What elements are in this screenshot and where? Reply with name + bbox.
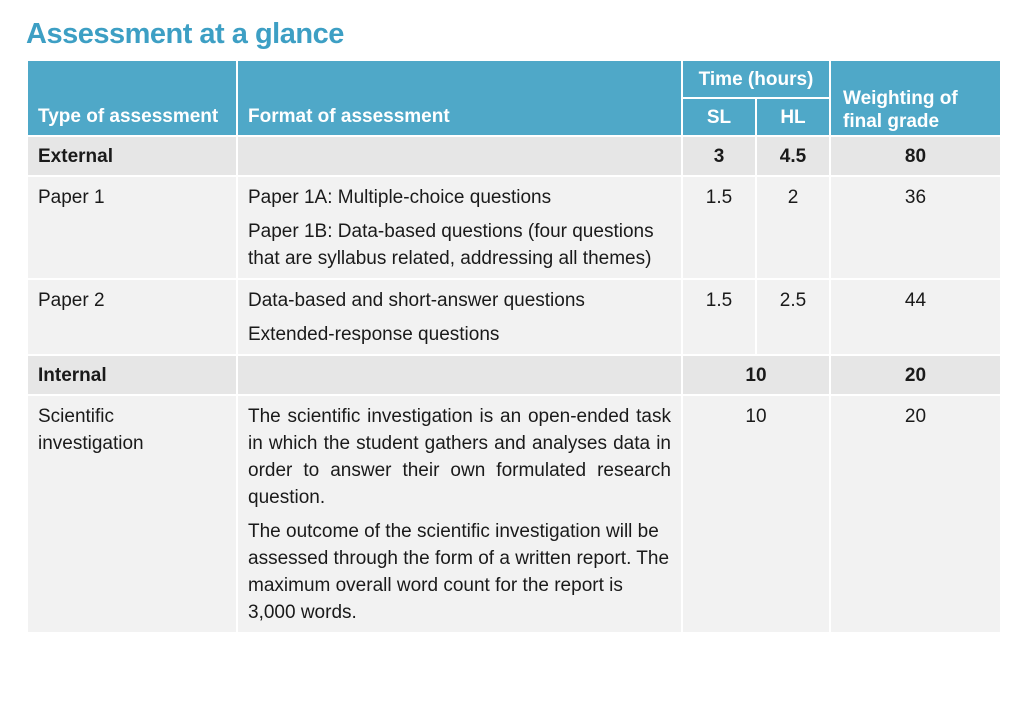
row-weight: 20 <box>829 394 1002 634</box>
header-type: Type of assessment <box>26 59 238 137</box>
row-weight: 20 <box>829 354 1002 396</box>
row-time: 10 <box>681 394 831 634</box>
row-label: External <box>26 135 238 177</box>
format-line: Data-based and short-answer questions <box>248 290 585 311</box>
table-row-paper1: Paper 1 Paper 1A: Multiple-choice questi… <box>26 175 1002 280</box>
row-sl: 1.5 <box>681 278 757 356</box>
row-format: The scientific investigation is an open-… <box>236 394 683 634</box>
format-line: Paper 1B: Data-based questions (four que… <box>248 221 654 269</box>
row-label: Internal <box>26 354 238 396</box>
table-row-internal: Internal 10 20 <box>26 354 1002 396</box>
header-format: Format of assessment <box>236 59 683 137</box>
header-subrow: SL HL <box>27 97 1001 137</box>
page-title: Assessment at a glance <box>26 18 344 50</box>
format-line: Paper 1A: Multiple-choice questions <box>248 187 552 208</box>
row-weight: 80 <box>829 135 1002 177</box>
row-hl: 2 <box>755 175 831 280</box>
format-line: Extended-response questions <box>248 324 500 345</box>
header-row: Type of assessment Format of assessment … <box>26 59 1002 137</box>
row-hl: 4.5 <box>755 135 831 177</box>
header-hl: HL <box>755 97 831 137</box>
format-line: The scientific investigation is an open-… <box>248 406 671 508</box>
format-line: The outcome of the scientific investigat… <box>248 521 670 623</box>
row-label: Paper 1 <box>26 175 238 280</box>
row-label: Paper 2 <box>26 278 238 356</box>
row-time: 10 <box>681 354 831 396</box>
header-time: Time (hours) <box>681 59 831 99</box>
row-weight: 44 <box>829 278 1002 356</box>
row-label: Scientific investigation <box>26 394 238 634</box>
row-format <box>236 135 683 177</box>
table-row-external: External 3 4.5 80 <box>26 135 1002 177</box>
row-weight: 36 <box>829 175 1002 280</box>
assessment-table: Type of assessment Format of assessment … <box>26 59 1002 634</box>
row-sl: 1.5 <box>681 175 757 280</box>
row-hl: 2.5 <box>755 278 831 356</box>
row-sl: 3 <box>681 135 757 177</box>
row-format <box>236 354 683 396</box>
header-weighting: Weighting of final grade <box>829 59 1002 137</box>
row-format: Data-based and short-answer questions Ex… <box>236 278 683 356</box>
header-sl: SL <box>681 97 757 137</box>
row-format: Paper 1A: Multiple-choice questions Pape… <box>236 175 683 280</box>
table-row-paper2: Paper 2 Data-based and short-answer ques… <box>26 278 1002 356</box>
table-row-scientific-investigation: Scientific investigation The scientific … <box>26 394 1002 634</box>
